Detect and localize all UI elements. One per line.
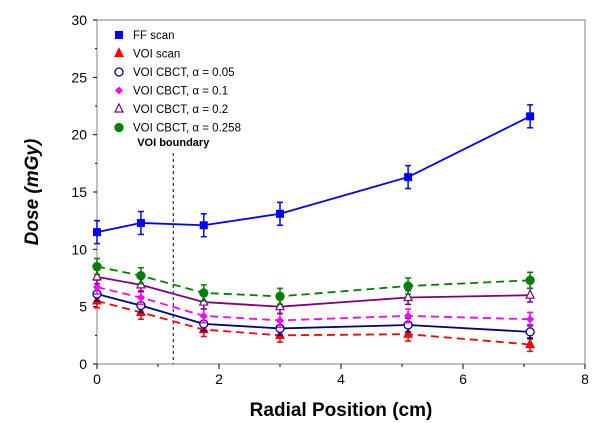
x-tick-label: 0 [93,371,101,387]
series-0 [93,104,535,245]
data-point [525,275,535,285]
data-point [93,228,101,237]
series-line [96,286,531,322]
legend-label: VOI scan [133,49,180,61]
series-5 [92,257,535,306]
data-point [525,327,535,337]
y-tick-label: 20 [71,127,87,143]
legend-marker [114,122,124,133]
series-line [96,293,531,333]
y-tick-label: 10 [71,241,87,257]
data-point [403,327,414,338]
data-point [276,316,284,325]
data-point [275,291,285,301]
data-point [404,311,413,320]
data-point [199,221,208,230]
series-line [96,275,531,308]
data-point [526,315,535,324]
x-tick-label: 2 [215,371,223,387]
y-axis-label: Dose (mGy) [22,139,43,246]
data-point [199,311,208,320]
y-tick-label: 25 [71,69,87,85]
data-point [136,293,145,302]
y-tick-label: 5 [79,299,87,315]
x-tick-label: 6 [459,371,467,387]
legend-label: VOI CBCT, α = 0.1 [133,86,228,98]
data-point [403,281,413,291]
data-point [199,288,209,298]
data-point [525,288,536,299]
legend: FF scan VOI scan VOI CBCT, α = 0.05 VOI CBC… [114,30,241,135]
legend-marker [115,86,123,95]
data-point [136,218,145,227]
y-tick-label: 30 [71,12,87,28]
data-point [92,270,102,281]
data-point [136,271,146,281]
data-point [275,300,285,311]
data-point [525,338,536,349]
series-2 [92,286,535,340]
x-axis-label: Radial Position (cm) [250,400,433,421]
y-tick-label: 0 [79,356,87,372]
legend-marker [114,47,124,58]
series-line [96,115,531,234]
legend-marker [115,31,123,39]
y-tick-label: 15 [71,184,87,200]
legend-label: FF scan [133,30,175,42]
data-point [526,112,535,121]
data-point [92,261,102,272]
series-line [96,265,531,298]
data-point [276,209,284,218]
series-1 [92,293,536,353]
legend-label: VOI CBCT, α = 0.258 [133,123,241,135]
series-4 [92,269,536,315]
x-tick-label: 4 [337,371,345,387]
x-tick-label: 8 [581,371,589,387]
legend-marker [114,67,124,77]
data-point [403,291,414,302]
series-line [96,300,531,346]
legend-marker [114,102,124,113]
legend-label: VOI CBCT, α = 0.05 [133,67,235,79]
voi-boundary-label: VOI boundary [137,137,210,149]
legend-label: VOI CBCT, α = 0.2 [133,104,228,116]
data-point [404,173,413,182]
data-point [93,283,101,292]
